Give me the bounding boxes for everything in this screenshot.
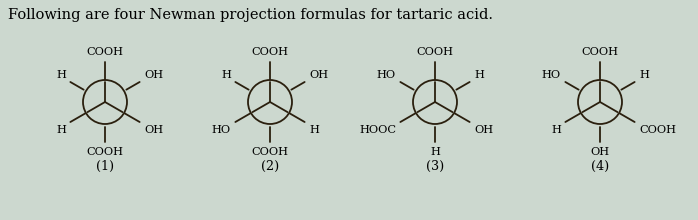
Text: COOH: COOH <box>251 47 288 57</box>
Text: H: H <box>221 70 231 79</box>
Text: H: H <box>474 70 484 79</box>
Text: OH: OH <box>591 147 609 157</box>
Text: (3): (3) <box>426 160 444 173</box>
Text: OH: OH <box>309 70 328 79</box>
Circle shape <box>578 80 622 124</box>
Text: COOH: COOH <box>581 47 618 57</box>
Text: (2): (2) <box>261 160 279 173</box>
Text: COOH: COOH <box>639 125 676 134</box>
Circle shape <box>413 80 457 124</box>
Circle shape <box>248 80 292 124</box>
Text: HO: HO <box>212 125 231 134</box>
Text: (4): (4) <box>591 160 609 173</box>
Text: HOOC: HOOC <box>359 125 396 134</box>
Text: COOH: COOH <box>251 147 288 157</box>
Text: (1): (1) <box>96 160 114 173</box>
Text: HO: HO <box>377 70 396 79</box>
Text: H: H <box>430 147 440 157</box>
Text: COOH: COOH <box>87 147 124 157</box>
Text: OH: OH <box>144 70 163 79</box>
Text: H: H <box>639 70 649 79</box>
Text: COOH: COOH <box>417 47 454 57</box>
Text: Following are four Newman projection formulas for tartaric acid.: Following are four Newman projection for… <box>8 8 493 22</box>
Text: OH: OH <box>474 125 493 134</box>
Text: H: H <box>309 125 319 134</box>
Text: OH: OH <box>144 125 163 134</box>
Text: HO: HO <box>542 70 561 79</box>
Text: H: H <box>56 125 66 134</box>
Text: H: H <box>551 125 561 134</box>
Text: H: H <box>56 70 66 79</box>
Circle shape <box>83 80 127 124</box>
Text: COOH: COOH <box>87 47 124 57</box>
